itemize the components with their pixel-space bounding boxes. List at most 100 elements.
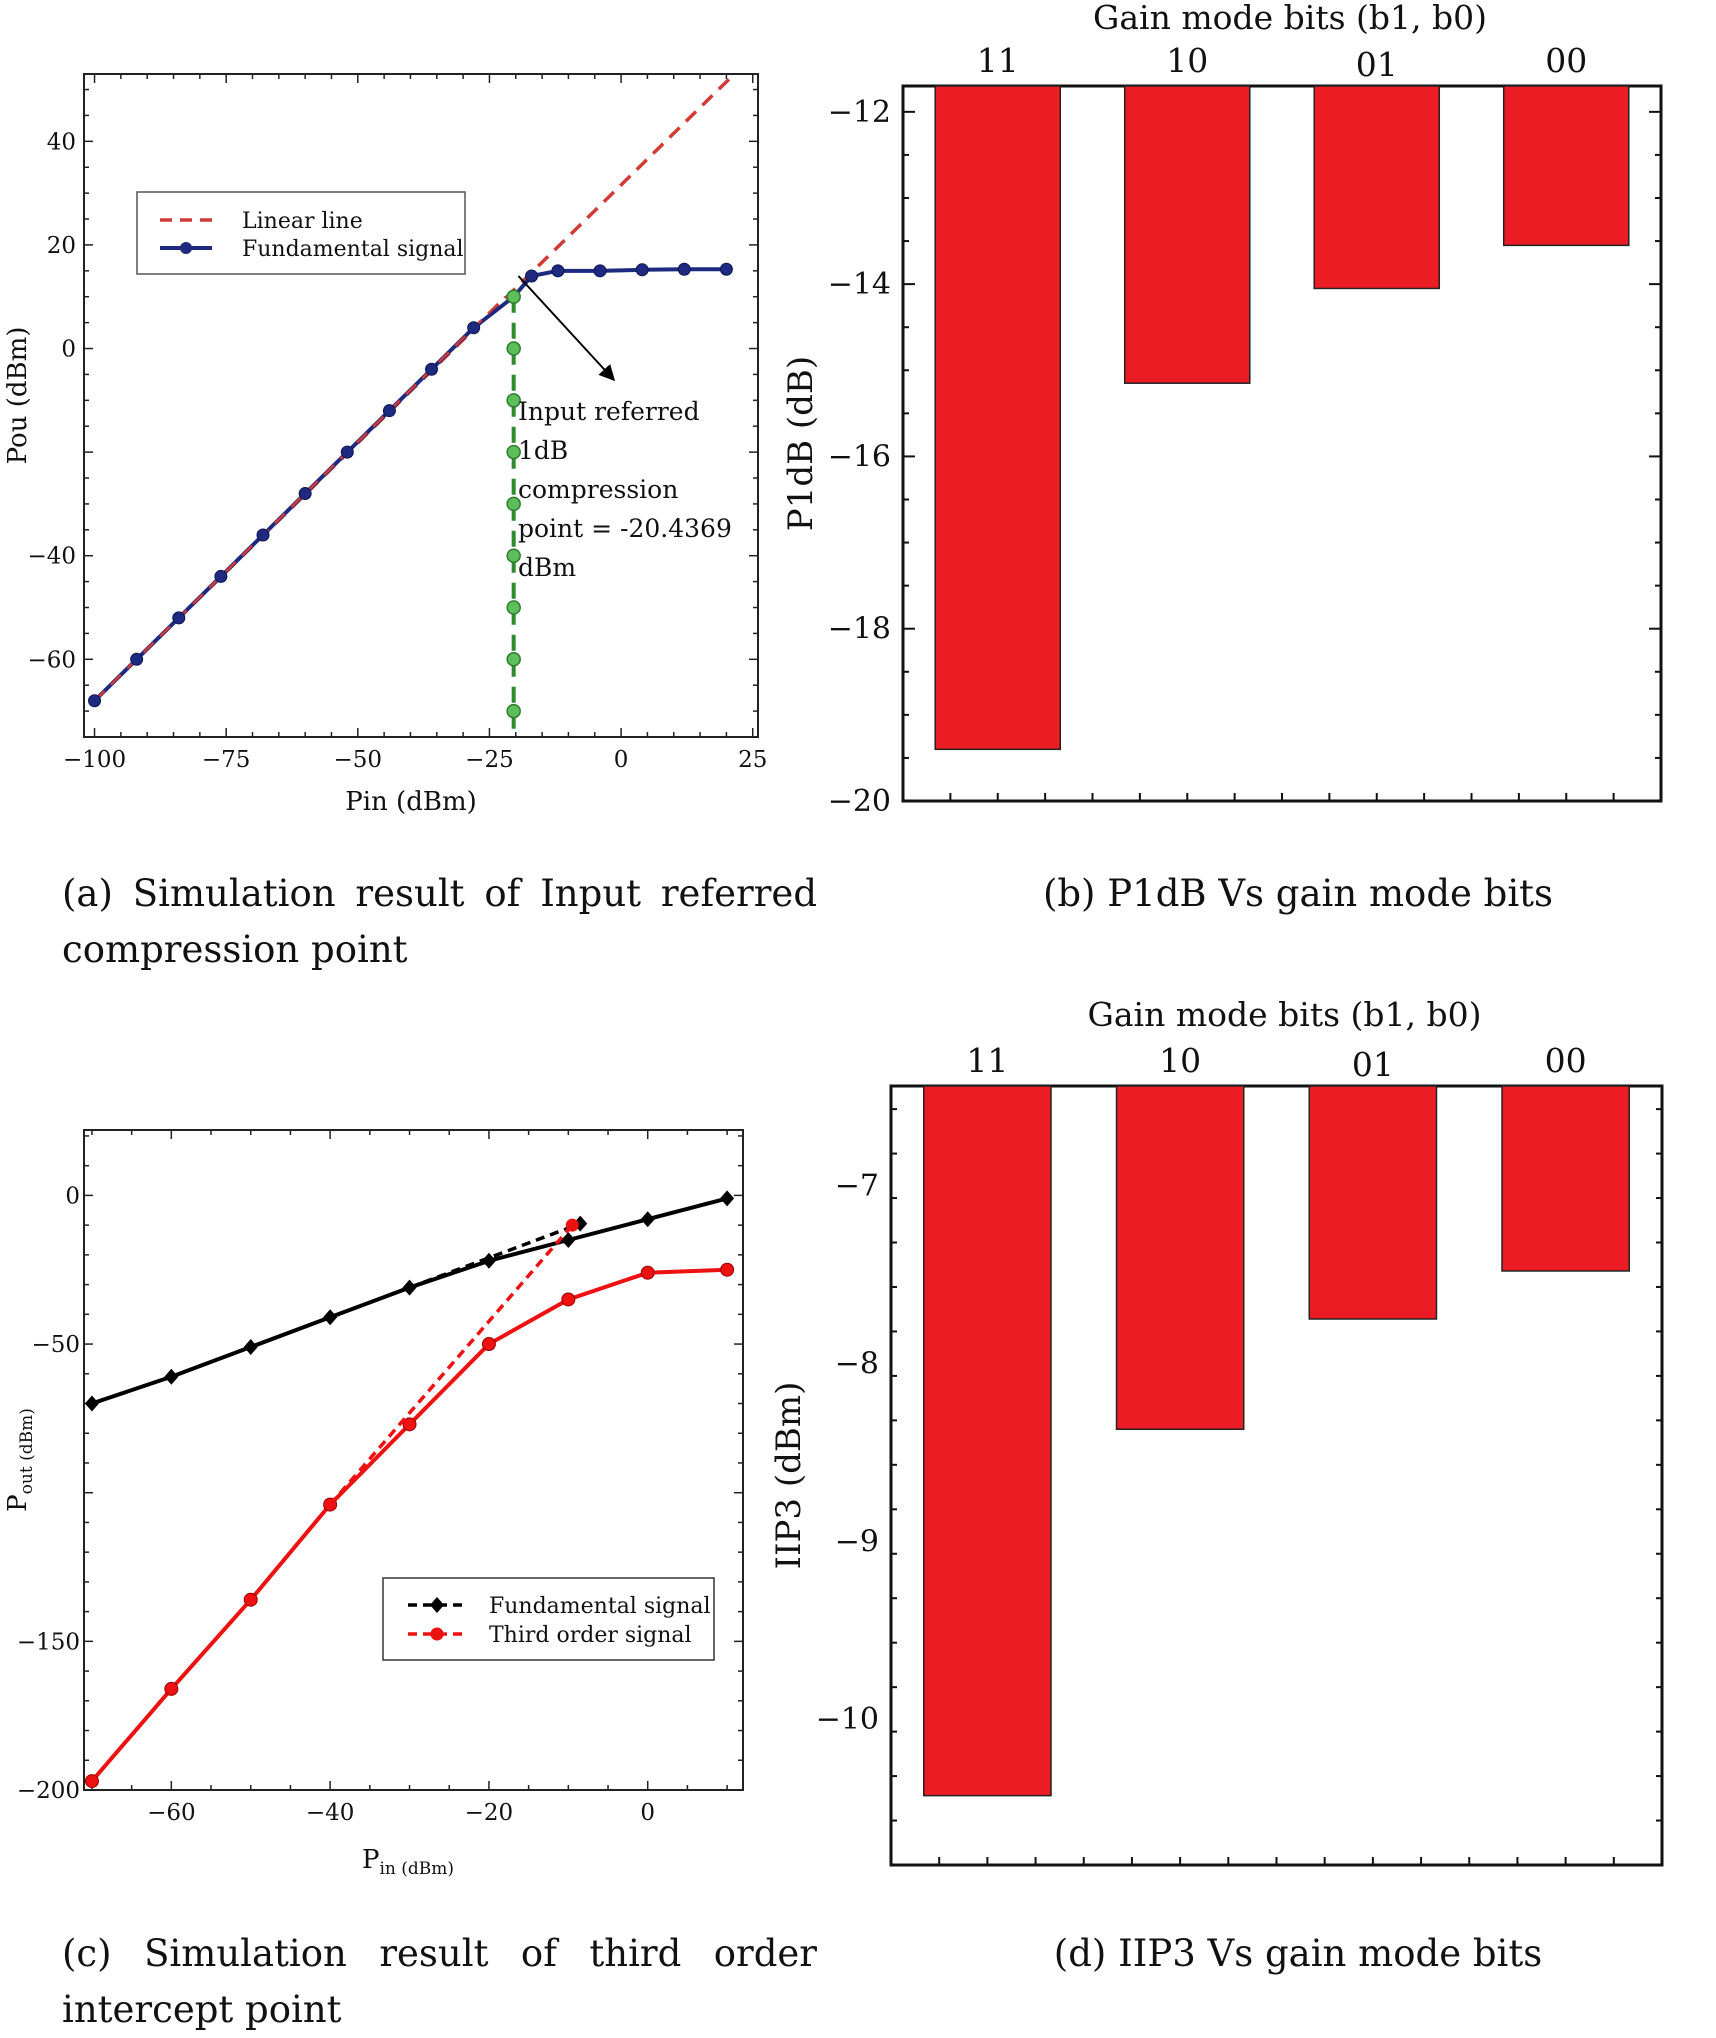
x-tick-label: −60: [147, 1800, 196, 1826]
annotation-text: compression: [518, 475, 678, 504]
compression-marker-point: [506, 600, 521, 615]
fundamental-point: [323, 1309, 338, 1326]
compression-marker-point: [506, 341, 521, 356]
chart-d: −7 −8 −9 −10 11 10 01 00 Gain mode bits (b1, b0)…: [769, 995, 1664, 1867]
x-tick-label: 25: [738, 747, 767, 773]
legend-box: [382, 1577, 715, 1661]
y-tick-label: −18: [828, 612, 891, 647]
legend-label-fundamental: Fundamental signal: [242, 237, 464, 262]
y-tick-label: −8: [835, 1346, 879, 1381]
top-axis-label: Gain mode bits (b1, b0): [1088, 995, 1482, 1034]
bar-10: [1115, 1085, 1245, 1431]
y-tick-label: −10: [816, 1702, 879, 1737]
y-axis-label-main: P: [3, 1494, 33, 1512]
annotation-text: dBm: [518, 553, 576, 582]
third-order-point: [84, 1774, 99, 1789]
category-label: 01: [1356, 45, 1398, 84]
category-label: 11: [966, 1041, 1008, 1080]
y-tick-label: −14: [828, 267, 891, 302]
x-tick-label: 0: [614, 747, 629, 773]
fundamental-point: [172, 611, 186, 625]
legend-c: Fundamental signal Third order signal: [382, 1577, 715, 1661]
y-tick-label: −40: [27, 544, 76, 570]
fundamental-point: [481, 1252, 496, 1269]
annotation-text: point = -20.4369: [518, 514, 732, 543]
y-tick-label: 40: [47, 129, 76, 155]
category-label: 10: [1159, 1041, 1201, 1080]
series-group: [84, 1190, 735, 1789]
category-label: 00: [1545, 41, 1587, 80]
chart-a: −100 −75 −50 −25 0 25 40 20 0 −40 −60 Pin (dBm) Pou …: [3, 73, 767, 817]
x-axis-label-main: P: [362, 1845, 380, 1875]
chart-b: −12 −14 −16 −18 −20 11 10 01 00 Gain mode bits (b…: [781, 0, 1663, 819]
fundamental-point: [164, 1368, 179, 1385]
fundamental-point: [467, 321, 481, 335]
fundamental-point: [298, 487, 312, 501]
bar-00: [1501, 1085, 1630, 1272]
third-order-point: [402, 1417, 417, 1432]
y-axis-label: Pou (dBm): [3, 327, 33, 465]
caption-b: (b) P1dB Vs gain mode bits: [1042, 872, 1554, 915]
fundamental-point: [677, 262, 691, 276]
compression-marker-point: [506, 496, 521, 512]
y-tick-label: −12: [828, 95, 891, 130]
compression-marker-point: [506, 289, 521, 304]
third-order-extrapolation-line: [328, 1223, 574, 1506]
bar-00: [1502, 85, 1630, 247]
y-tick-label: −9: [835, 1524, 879, 1559]
fundamental-point: [525, 269, 539, 283]
fundamental-point: [130, 652, 144, 666]
series-group: [88, 74, 736, 737]
compression-marker-point: [506, 393, 521, 408]
bar-01: [1308, 1085, 1438, 1320]
legend-marker-fundamental: [430, 1597, 444, 1613]
y-tick-label: −150: [17, 1629, 80, 1655]
x-tick-label: −40: [306, 1800, 355, 1826]
fundamental-point: [340, 445, 354, 459]
y-tick-label: 0: [65, 1183, 80, 1209]
fundamental-point: [593, 264, 607, 278]
third-order-point: [561, 1292, 576, 1307]
fundamental-point: [561, 1232, 576, 1248]
fundamental-point: [214, 569, 228, 583]
legend-marker-third-order: [430, 1627, 444, 1641]
y-tick-label: −20: [828, 784, 891, 819]
third-order-point: [640, 1265, 655, 1280]
x-tick-label: −20: [465, 1800, 514, 1826]
y-tick-label: −200: [17, 1778, 80, 1804]
category-label: 01: [1352, 1045, 1394, 1084]
fundamental-point: [640, 1211, 655, 1228]
fundamental-point: [635, 263, 649, 277]
caption-d: (d) IIP3 Vs gain mode bits: [1053, 1932, 1543, 1975]
y-tick-label: −7: [835, 1169, 879, 1204]
fundamental-point: [88, 694, 102, 708]
y-tick-label: 0: [61, 337, 76, 363]
y-tick-label: −50: [31, 1332, 80, 1358]
fundamental-point: [551, 264, 565, 278]
bar-11: [934, 85, 1062, 751]
compression-marker-point: [506, 444, 521, 460]
fundamental-point: [425, 362, 439, 376]
y-tick-label: −16: [828, 439, 891, 474]
compression-marker-point: [506, 652, 521, 667]
category-label: 11: [977, 41, 1019, 80]
plot-frame: [83, 1129, 744, 1791]
y-axis-label: IIP3 (dBm): [769, 1382, 809, 1570]
annotation-arrow: [517, 275, 616, 382]
x-tick-label: 0: [640, 1800, 655, 1826]
y-axis-label: Pout (dBm): [3, 1408, 37, 1512]
fundamental-point: [382, 404, 396, 418]
x-tick-label: −25: [465, 747, 514, 773]
third-order-point: [243, 1592, 258, 1607]
bar-11: [923, 1085, 1052, 1797]
legend-label-fundamental: Fundamental signal: [489, 1594, 711, 1619]
x-axis-label: Pin (dBm): [362, 1845, 454, 1879]
caption-c: (c) Simulation result of third order int…: [62, 1932, 817, 2031]
x-tick-label: −100: [63, 747, 126, 773]
annotation-text: Input referred: [518, 397, 700, 426]
fundamental-point: [719, 262, 733, 276]
third-order-point: [164, 1681, 179, 1696]
compression-marker-point: [506, 548, 521, 563]
